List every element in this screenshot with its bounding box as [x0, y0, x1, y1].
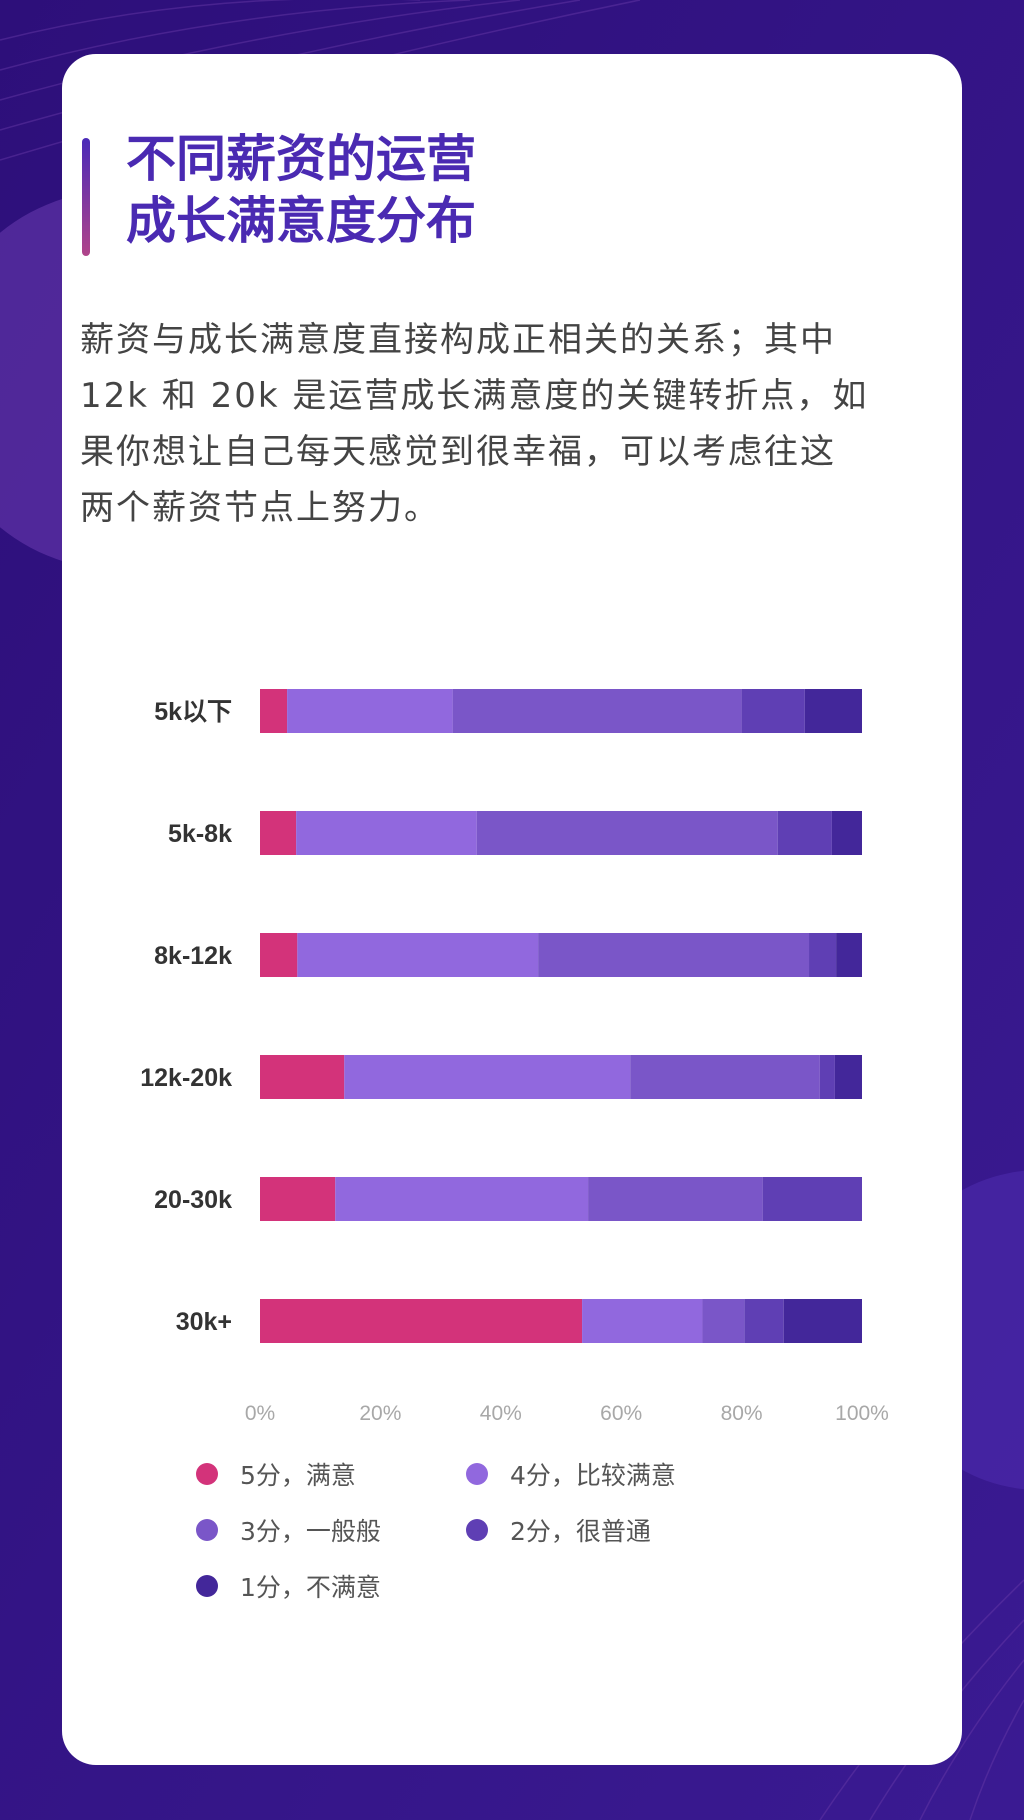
legend-label: 2分，很普通	[510, 1517, 651, 1546]
category-label: 5k以下	[154, 698, 232, 726]
legend-item: 2分，很普通	[466, 1512, 651, 1548]
legend-swatch	[196, 1519, 218, 1541]
bar-segment	[836, 933, 862, 977]
legend-swatch	[196, 1463, 218, 1485]
bar-segment	[630, 1055, 820, 1099]
bar-segment	[702, 1299, 745, 1343]
legend-item: 4分，比较满意	[466, 1456, 676, 1492]
legend-swatch	[196, 1575, 218, 1597]
bar-segment	[260, 811, 297, 855]
bar-segment	[783, 1299, 862, 1343]
page-title: 不同薪资的运营 成长满意度分布	[126, 130, 476, 250]
bar-segment	[582, 1299, 703, 1343]
bar-segment	[831, 811, 862, 855]
bar-segment	[777, 811, 832, 855]
title-accent-bar	[82, 138, 90, 256]
legend-label: 1分，不满意	[240, 1573, 381, 1602]
x-tick-label: 40%	[480, 1402, 522, 1425]
legend-item: 1分，不满意	[196, 1568, 381, 1604]
legend-item: 5分，满意	[196, 1456, 356, 1492]
legend-label: 3分，一般般	[240, 1517, 381, 1546]
category-label: 20-30k	[154, 1186, 232, 1214]
bar-segment	[809, 933, 837, 977]
legend-label: 4分，比较满意	[510, 1461, 676, 1490]
x-tick-label: 60%	[600, 1402, 642, 1425]
category-label: 5k-8k	[168, 820, 232, 848]
legend-swatch	[466, 1519, 488, 1541]
legend-swatch	[466, 1463, 488, 1485]
bar-segment	[260, 1055, 345, 1099]
bar-segment	[297, 933, 539, 977]
bar-segment	[296, 811, 477, 855]
category-label: 12k-20k	[140, 1064, 232, 1092]
bar-segment	[260, 1299, 583, 1343]
bar-segment	[588, 1177, 763, 1221]
bar-segment	[452, 689, 742, 733]
bar-segment	[335, 1177, 589, 1221]
bar-segment	[260, 1177, 336, 1221]
bar-segment	[819, 1055, 835, 1099]
bar-segment	[538, 933, 810, 977]
bar-segment	[260, 689, 288, 733]
legend-item: 3分，一般般	[196, 1512, 381, 1548]
legend-label: 5分，满意	[240, 1461, 356, 1490]
bar-segment	[744, 1299, 784, 1343]
category-label: 30k+	[176, 1308, 232, 1336]
category-label: 8k-12k	[154, 942, 232, 970]
description-text: 薪资与成长满意度直接构成正相关的关系；其中 12k 和 20k 是运营成长满意度…	[80, 320, 869, 528]
x-tick-label: 80%	[721, 1402, 763, 1425]
bar-segment	[287, 689, 453, 733]
bar-segment	[741, 689, 805, 733]
x-tick-label: 0%	[245, 1402, 275, 1425]
x-tick-label: 100%	[835, 1402, 889, 1425]
bar-segment	[834, 1055, 862, 1099]
bar-segment	[762, 1177, 862, 1221]
bar-segment	[344, 1055, 631, 1099]
bar-segment	[804, 689, 862, 733]
bar-segment	[260, 933, 298, 977]
bar-segment	[476, 811, 778, 855]
x-tick-label: 20%	[359, 1402, 401, 1425]
